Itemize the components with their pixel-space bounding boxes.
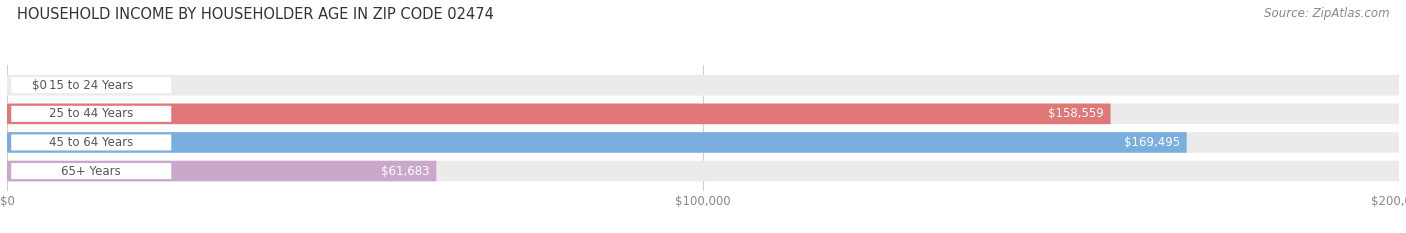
Text: HOUSEHOLD INCOME BY HOUSEHOLDER AGE IN ZIP CODE 02474: HOUSEHOLD INCOME BY HOUSEHOLDER AGE IN Z… <box>17 7 494 22</box>
Text: $61,683: $61,683 <box>381 164 429 178</box>
FancyBboxPatch shape <box>11 163 172 179</box>
FancyBboxPatch shape <box>7 161 1399 181</box>
FancyBboxPatch shape <box>7 103 1111 124</box>
Text: 45 to 64 Years: 45 to 64 Years <box>49 136 134 149</box>
Text: 25 to 44 Years: 25 to 44 Years <box>49 107 134 120</box>
FancyBboxPatch shape <box>11 106 172 122</box>
FancyBboxPatch shape <box>7 132 1187 153</box>
FancyBboxPatch shape <box>7 132 1399 153</box>
FancyBboxPatch shape <box>7 75 1399 96</box>
Text: $169,495: $169,495 <box>1123 136 1180 149</box>
Text: 15 to 24 Years: 15 to 24 Years <box>49 79 134 92</box>
FancyBboxPatch shape <box>7 161 436 181</box>
Text: 65+ Years: 65+ Years <box>62 164 121 178</box>
FancyBboxPatch shape <box>7 103 1399 124</box>
FancyBboxPatch shape <box>11 134 172 151</box>
Text: Source: ZipAtlas.com: Source: ZipAtlas.com <box>1264 7 1389 20</box>
FancyBboxPatch shape <box>11 77 172 93</box>
Text: $158,559: $158,559 <box>1047 107 1104 120</box>
Text: $0: $0 <box>32 79 46 92</box>
